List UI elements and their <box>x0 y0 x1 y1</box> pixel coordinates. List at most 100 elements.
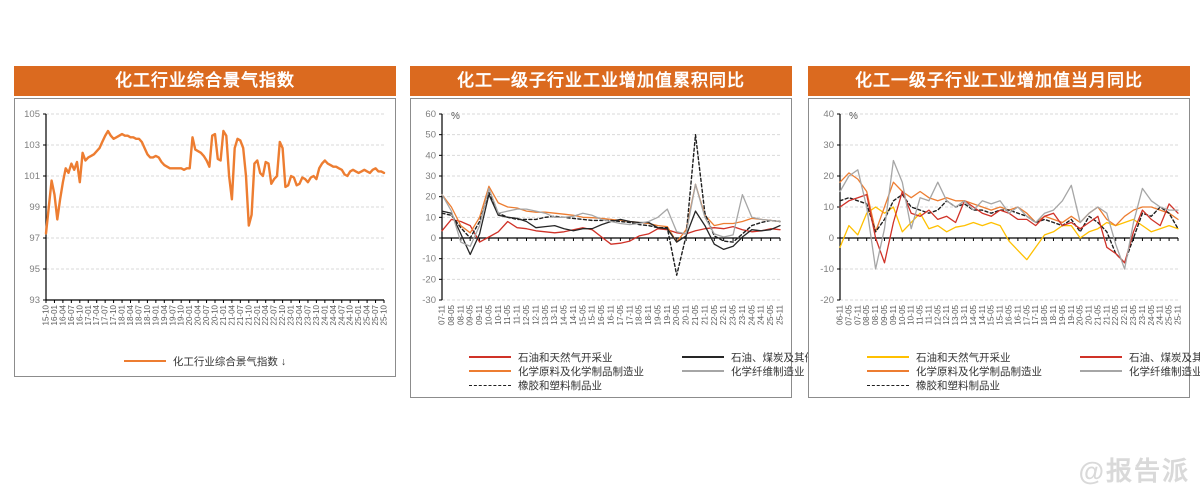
x-axis-tick-label: 23-11 <box>738 304 747 324</box>
x-axis-tick-label: 20-05 <box>1076 304 1085 325</box>
legend-line-swatch <box>682 370 724 372</box>
y-axis-tick-label: 10 <box>823 202 834 213</box>
legend-item: 化学原料及化学制品制造业 <box>469 364 644 378</box>
y-axis-tick-label: 99 <box>29 202 40 213</box>
x-axis-tick-label: 22-10 <box>278 304 287 325</box>
legend-item: 化工行业综合景气指数 ↓ <box>123 354 287 369</box>
x-axis-tick-label: 25-11 <box>1174 304 1183 324</box>
x-axis-tick-label: 09-05 <box>880 304 889 325</box>
y-axis-tick-label: 101 <box>24 171 40 182</box>
x-axis-tick-label: 21-04 <box>227 304 236 325</box>
x-axis-tick-label: 17-04 <box>92 304 101 325</box>
x-axis-tick-label: 19-11 <box>1067 304 1076 324</box>
chart-legend: 化工行业综合景气指数 ↓ <box>15 349 395 373</box>
legend-label: 橡胶和塑料制品业 <box>518 379 602 392</box>
x-axis-tick-label: 11-05 <box>916 304 925 324</box>
x-axis-tick-label: 16-04 <box>58 304 67 325</box>
x-axis-tick-label: 11-11 <box>924 304 933 324</box>
x-axis-tick-label: 19-05 <box>1058 304 1067 325</box>
x-axis-tick-label: 15-11 <box>996 304 1005 324</box>
legend-item: 化学纤维制造业 <box>1080 364 1200 378</box>
y-axis-tick-label: 93 <box>29 295 40 306</box>
x-axis-tick-label: 17-05 <box>1022 304 1031 325</box>
x-axis-tick-label: 14-11 <box>978 304 987 324</box>
charts-row: 化工行业综合景气指数 93 95 97 99 101 103 105 15-10 16-01 16… <box>14 66 1200 398</box>
x-axis-tick-label: 24-04 <box>329 304 338 325</box>
legend-line-swatch <box>469 356 511 358</box>
x-axis-tick-label: 23-04 <box>295 304 304 325</box>
series-line-4 <box>441 183 781 247</box>
x-axis-tick-label: 20-04 <box>194 304 203 325</box>
x-axis-tick-label: 07-11 <box>438 304 447 324</box>
series-line-4 <box>839 159 1179 270</box>
y-axis-unit-label: % <box>451 111 460 122</box>
chart-panel-monthly-yoy: 化工一级子行业工业增加值当月同比 -20 -10 0 10 20 30 40% 06-11 07… <box>808 66 1200 398</box>
x-axis-tick-label: 18-10 <box>143 304 152 325</box>
y-axis-tick-label: 20 <box>425 192 436 203</box>
y-axis-tick-label: 103 <box>24 140 40 151</box>
x-axis-tick-label: 15-11 <box>588 304 597 324</box>
x-axis-tick-label: 18-11 <box>1049 304 1058 324</box>
x-axis-tick-label: 16-10 <box>75 304 84 325</box>
x-axis-tick-label: 08-11 <box>456 304 465 324</box>
y-axis-tick-label: -30 <box>422 295 436 306</box>
x-axis-tick-label: 19-07 <box>168 304 177 325</box>
x-axis-tick-label: 21-11 <box>700 304 709 324</box>
legend-label: 石油和天然气开采业 <box>518 351 613 364</box>
x-axis-tick-label: 13-05 <box>951 304 960 325</box>
x-axis-tick-label: 06-11 <box>836 304 845 324</box>
x-axis-tick-label: 14-05 <box>560 304 569 325</box>
x-axis-tick-label: 19-10 <box>177 304 186 325</box>
x-axis-tick-label: 25-07 <box>371 304 380 325</box>
watermark: @报告派 <box>1078 456 1190 486</box>
legend-line-swatch <box>867 356 909 358</box>
x-axis-tick-label: 16-07 <box>67 304 76 325</box>
x-axis-tick-label: 17-05 <box>616 304 625 325</box>
x-axis-tick-label: 25-04 <box>363 304 372 325</box>
y-axis-tick-label: 40 <box>425 150 436 161</box>
x-axis-tick-label: 13-11 <box>550 304 559 324</box>
x-axis-tick-label: 21-11 <box>1102 304 1111 324</box>
x-axis-tick-label: 17-11 <box>1031 304 1040 324</box>
x-axis-tick-label: 20-07 <box>202 304 211 325</box>
legend-label: 化学原料及化学制品制造业 <box>916 365 1042 378</box>
chart-legend: 石油和天然气开采业化学原料及化学制品制造业橡胶和塑料制品业石油、煤炭及其他燃料加… <box>411 349 868 394</box>
x-axis-tick-label: 22-01 <box>253 304 262 325</box>
chart-body: -20 -10 0 10 20 30 40% 06-11 07-05 07-11 08-05 08-1… <box>808 98 1200 398</box>
x-axis-tick-label: 14-11 <box>569 304 578 324</box>
x-axis-tick-label: 15-10 <box>42 304 51 325</box>
y-axis-tick-label: 50 <box>425 130 436 141</box>
y-axis-tick-label: 30 <box>425 171 436 182</box>
series-line-0 <box>44 129 386 235</box>
x-axis-tick-label: 21-05 <box>691 304 700 325</box>
x-axis-tick-label: 13-11 <box>960 304 969 324</box>
x-axis-tick-label: 20-05 <box>672 304 681 325</box>
y-axis-tick-label: 40 <box>823 109 834 120</box>
legend-item: 化学原料及化学制品制造业 <box>867 364 1042 378</box>
legend-item: 化学纤维制造业 <box>682 364 868 378</box>
x-axis-tick-label: 23-01 <box>287 304 296 325</box>
x-axis-tick-label: 18-07 <box>134 304 143 325</box>
x-axis-tick-label: 24-05 <box>747 304 756 325</box>
x-axis-tick-label: 19-04 <box>160 304 169 325</box>
y-axis-tick-label: 0 <box>829 233 834 244</box>
x-axis-tick-label: 17-01 <box>84 304 93 325</box>
y-axis-tick-label: -20 <box>422 274 436 285</box>
x-axis-tick-label: 25-05 <box>1165 304 1174 325</box>
x-axis-tick-label: 22-05 <box>1111 304 1120 325</box>
x-axis-tick-label: 16-05 <box>597 304 606 325</box>
x-axis-tick-label: 23-05 <box>729 304 738 325</box>
chart-title: 化工一级子行业工业增加值累积同比 <box>410 66 792 96</box>
series-line-0 <box>839 206 1179 261</box>
legend-label: 化学原料及化学制品制造业 <box>518 365 644 378</box>
x-axis-tick-label: 21-10 <box>244 304 253 325</box>
x-axis-tick-label: 21-05 <box>1093 304 1102 325</box>
legend-label: 化工行业综合景气指数 ↓ <box>172 355 287 368</box>
x-axis-tick-label: 21-07 <box>236 304 245 325</box>
x-axis-tick-label: 20-11 <box>1085 304 1094 324</box>
y-axis-tick-label: -10 <box>820 264 834 275</box>
chart-body: -30 -20 -10 0 10 20 30 40 50 60% 07-11 08-05 08-11 09… <box>410 98 868 398</box>
x-axis-tick-label: 11-05 <box>503 304 512 324</box>
legend-item: 橡胶和塑料制品业 <box>469 378 644 392</box>
x-axis-tick-label: 18-11 <box>644 304 653 324</box>
